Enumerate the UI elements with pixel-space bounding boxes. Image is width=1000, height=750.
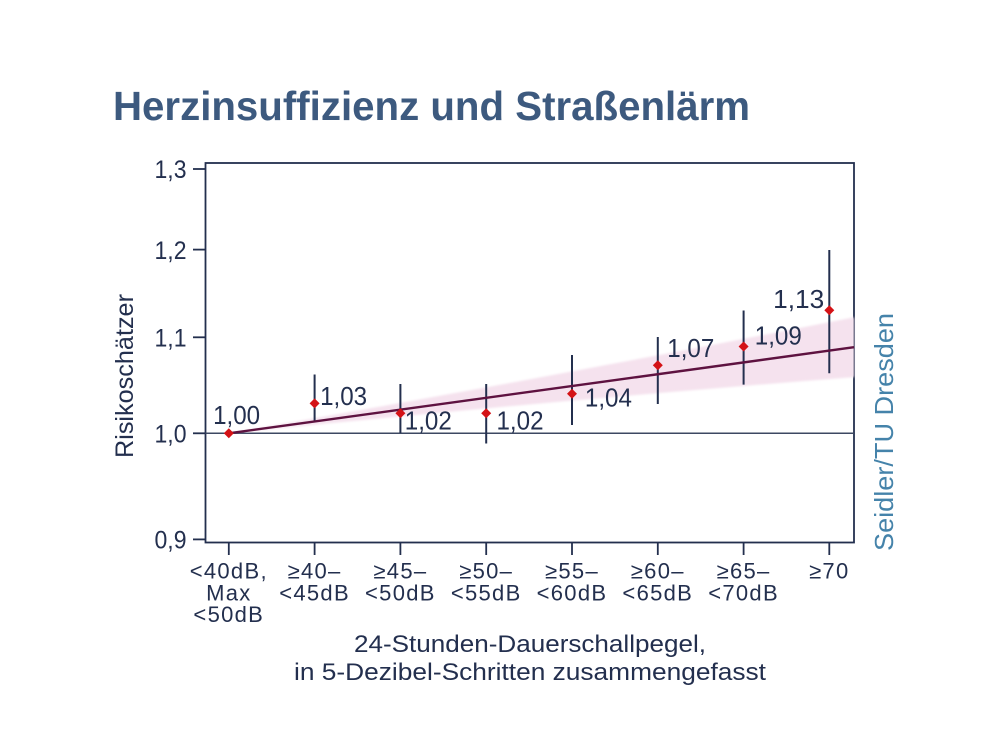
- svg-text:≥40–: ≥40–: [288, 559, 342, 584]
- svg-text:Seidler/TU Dresden: Seidler/TU Dresden: [869, 313, 899, 551]
- svg-text:Max: Max: [206, 580, 251, 605]
- svg-text:1,09: 1,09: [755, 320, 802, 350]
- svg-text:≥65–: ≥65–: [717, 559, 771, 584]
- svg-text:<40dB,: <40dB,: [190, 559, 268, 584]
- svg-text:0,9: 0,9: [155, 527, 187, 555]
- svg-text:1,13: 1,13: [773, 284, 824, 314]
- svg-text:1,00: 1,00: [213, 400, 260, 430]
- svg-text:1,03: 1,03: [320, 381, 367, 411]
- svg-text:<60dB: <60dB: [537, 580, 608, 605]
- svg-text:Risikoschätzer: Risikoschätzer: [111, 294, 139, 458]
- svg-text:<50dB: <50dB: [193, 602, 264, 627]
- svg-text:Herzinsuffizienz und Straßenlä: Herzinsuffizienz und Straßenlärm: [113, 83, 750, 129]
- svg-text:<70dB: <70dB: [708, 580, 779, 605]
- svg-text:1,04: 1,04: [585, 383, 632, 413]
- svg-text:<55dB: <55dB: [451, 580, 522, 605]
- svg-text:1,02: 1,02: [405, 405, 452, 435]
- svg-text:<45dB: <45dB: [279, 580, 350, 605]
- svg-text:<65dB: <65dB: [622, 580, 693, 605]
- svg-text:1,3: 1,3: [155, 156, 187, 184]
- svg-text:1,02: 1,02: [497, 405, 544, 435]
- svg-text:1,1: 1,1: [155, 325, 187, 353]
- svg-text:1,2: 1,2: [155, 237, 187, 265]
- svg-text:≥70: ≥70: [809, 559, 849, 584]
- svg-text:1,07: 1,07: [667, 333, 714, 363]
- svg-text:≥55–: ≥55–: [545, 559, 599, 584]
- svg-text:24-Stunden-Dauerschallpegel,: 24-Stunden-Dauerschallpegel,: [354, 631, 706, 658]
- svg-text:<50dB: <50dB: [365, 580, 436, 605]
- svg-text:≥45–: ≥45–: [373, 559, 427, 584]
- svg-text:≥60–: ≥60–: [631, 559, 685, 584]
- svg-text:1,0: 1,0: [155, 421, 187, 449]
- svg-text:≥50–: ≥50–: [459, 559, 513, 584]
- svg-text:in 5-Dezibel-Schritten zusamme: in 5-Dezibel-Schritten zusammengefasst: [294, 659, 766, 686]
